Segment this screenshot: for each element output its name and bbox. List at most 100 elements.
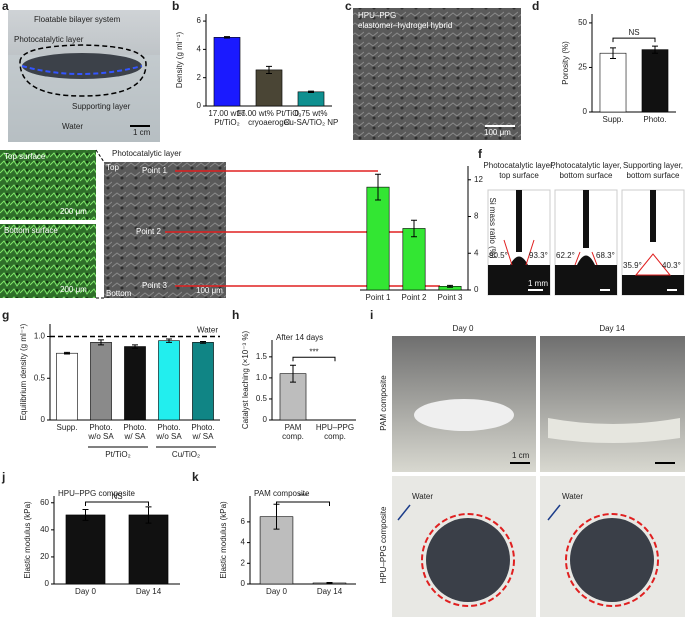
caption: Photocatalytic layer, [550,161,621,170]
x-tick-label: Day 14 [317,587,343,596]
x-tick-label: Photo. [643,115,666,124]
x-tick-label: Point 3 [438,293,463,302]
photo-i: Day 0 Day 14 PAM composite HPU–PPG compo… [379,324,685,617]
bar [56,352,78,421]
label: Bottom [106,289,132,298]
x-tick-label: Photo. [123,423,146,432]
y-tick-label: 4 [474,248,479,257]
x-tick-label: Point 2 [402,293,427,302]
y-tick-label: 0 [241,579,246,588]
error-bar [447,284,453,288]
angle: 93.3° [529,251,548,260]
error-bar [652,45,658,54]
y-tick-label: 12 [474,175,483,184]
x-tick-label: HPU–PPG [316,423,354,432]
bar [158,340,180,421]
letter: h [232,308,239,322]
angle: 90.5° [489,251,508,260]
label: Point 1 [142,166,167,175]
angle: 62.2° [556,251,575,260]
x-tick-label: Supp. [603,115,624,124]
y-axis-label: Equilibrium density (g ml⁻¹) [19,323,28,420]
chart-title: HPU–PPG composite [58,489,135,498]
x-tick-label: 0.75 wt% [295,109,328,118]
caption: bottom surface [560,171,613,180]
y-tick-label: 0.5 [34,373,46,382]
bar [128,514,169,585]
significance-bracket [85,501,149,506]
x-tick-label: PAM [285,423,302,432]
x-tick-label: w/o SA [87,432,114,441]
letter: d [532,0,539,13]
y-tick-label: 0 [583,107,588,116]
y-tick-label: 6 [197,16,202,25]
label: Bottom surface [4,226,58,235]
x-tick-label: Cu-SA/TiO₂ NP [284,118,339,127]
label: 200 μm [60,207,87,216]
y-tick-label: 4 [241,538,246,547]
x-tick-label: Supp. [57,423,78,432]
y-axis-label: Density (g ml⁻¹) [175,32,184,89]
letter: c [345,0,352,13]
y-axis-label: Si mass ratio (%) [488,198,497,259]
row-label: HPU–PPG composite [379,506,388,583]
y-tick-label: 2 [241,558,246,567]
label: Photocatalytic layer [112,149,182,158]
x-tick-label: w/ SA [124,432,147,441]
label: Top surface [4,152,46,161]
significance-label: NS [628,28,639,37]
scale-label: 1 cm [512,451,530,460]
error-bar [326,581,333,584]
bar [124,346,146,421]
error-bar [98,339,104,346]
y-tick-label: 0 [41,415,46,424]
x-tick-label: Day 0 [266,587,287,596]
label: Floatable bilayer system [34,15,121,24]
error-bar [375,173,381,201]
group-label: Pt/TiO₂ [105,450,130,459]
error-bar [411,219,417,238]
scale-label: 1 cm [133,128,151,137]
letter: b [172,0,179,13]
significance-bracket [292,356,336,362]
caption: Supporting layer, [623,161,683,170]
y-axis-label: Elastic modulus (kPa) [23,501,32,579]
bar [213,37,241,107]
error-bar [224,36,230,39]
letter: i [370,308,373,322]
x-tick-label: Day 0 [75,587,96,596]
y-tick-label: 1.5 [256,352,268,361]
chart-title: PAM composite [254,489,310,498]
x-tick-label: 17.00 wt% [208,109,245,118]
row-label: PAM composite [379,375,388,431]
significance-bracket [276,501,330,506]
group-label: Cu/TiO₂ [172,450,200,459]
error-bar [266,65,272,74]
significance-bracket [612,37,656,43]
y-tick-label: 0 [45,579,50,588]
angle: 40.3° [662,261,681,270]
x-tick-label: comp. [324,432,346,441]
column-label: Day 0 [453,324,474,333]
letter: f [478,147,483,161]
scale-label: 1 mm [528,279,548,288]
y-tick-label: 50 [578,18,587,27]
y-axis-label: Porosity (%) [561,41,570,85]
significance-label: *** [298,492,307,501]
label: Water [562,492,583,501]
y-tick-label: 20 [40,552,49,561]
x-tick-label: cryoaerogel [248,118,290,127]
y-tick-label: 6 [241,517,246,526]
caption: Photocatalytic layer, [483,161,554,170]
bar [366,186,390,291]
column-label: Day 14 [599,324,625,333]
letter: g [2,308,9,322]
error-bar [82,509,89,521]
bar [65,514,106,585]
label: HPU–PPG [358,11,396,20]
bar [599,52,627,113]
bar [297,91,325,107]
error-bar [308,90,314,94]
label: Water [62,122,83,131]
